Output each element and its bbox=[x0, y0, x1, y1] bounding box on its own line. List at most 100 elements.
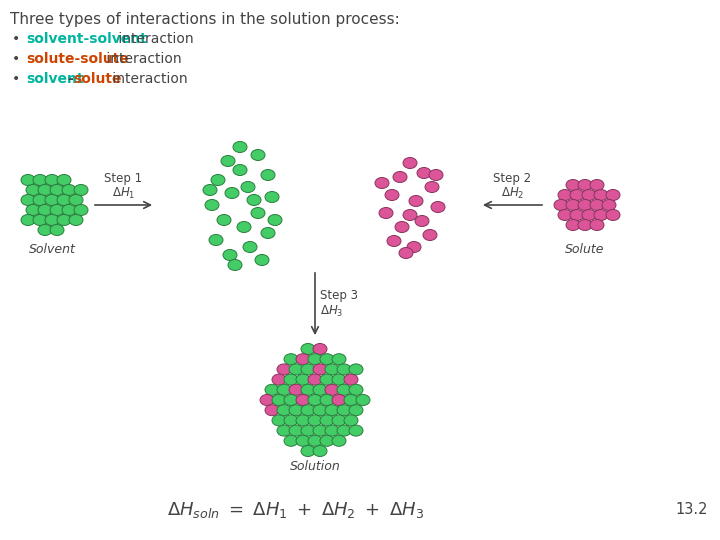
Ellipse shape bbox=[566, 199, 580, 211]
Ellipse shape bbox=[558, 210, 572, 220]
Ellipse shape bbox=[211, 174, 225, 186]
Text: solvent: solvent bbox=[26, 72, 84, 86]
Ellipse shape bbox=[57, 214, 71, 226]
Ellipse shape bbox=[387, 235, 401, 246]
Ellipse shape bbox=[349, 425, 363, 436]
Ellipse shape bbox=[301, 425, 315, 436]
Ellipse shape bbox=[45, 214, 59, 226]
Text: interaction: interaction bbox=[102, 52, 181, 66]
Ellipse shape bbox=[407, 241, 421, 253]
Ellipse shape bbox=[590, 219, 604, 231]
Ellipse shape bbox=[385, 190, 399, 200]
Ellipse shape bbox=[38, 185, 52, 195]
Ellipse shape bbox=[261, 227, 275, 239]
Ellipse shape bbox=[38, 205, 52, 215]
Ellipse shape bbox=[268, 214, 282, 226]
Ellipse shape bbox=[325, 364, 339, 375]
Text: solute-solute: solute-solute bbox=[26, 52, 129, 66]
Ellipse shape bbox=[277, 425, 291, 436]
Ellipse shape bbox=[272, 395, 286, 406]
Ellipse shape bbox=[582, 210, 596, 220]
Ellipse shape bbox=[325, 425, 339, 436]
Ellipse shape bbox=[62, 185, 76, 195]
Ellipse shape bbox=[241, 181, 255, 192]
Ellipse shape bbox=[289, 404, 303, 416]
Ellipse shape bbox=[289, 384, 303, 395]
Ellipse shape bbox=[33, 194, 47, 206]
Ellipse shape bbox=[57, 174, 71, 186]
Ellipse shape bbox=[74, 185, 88, 195]
Ellipse shape bbox=[265, 404, 279, 416]
Ellipse shape bbox=[332, 415, 346, 426]
Ellipse shape bbox=[417, 167, 431, 179]
Ellipse shape bbox=[223, 249, 237, 260]
Text: interaction: interaction bbox=[114, 32, 194, 46]
Ellipse shape bbox=[349, 404, 363, 416]
Ellipse shape bbox=[356, 395, 370, 406]
Ellipse shape bbox=[337, 364, 351, 375]
Ellipse shape bbox=[247, 194, 261, 206]
Ellipse shape bbox=[308, 415, 322, 426]
Ellipse shape bbox=[313, 425, 327, 436]
Ellipse shape bbox=[272, 374, 286, 385]
Ellipse shape bbox=[289, 425, 303, 436]
Ellipse shape bbox=[261, 170, 275, 180]
Ellipse shape bbox=[582, 190, 596, 200]
Ellipse shape bbox=[277, 404, 291, 416]
Ellipse shape bbox=[313, 364, 327, 375]
Ellipse shape bbox=[594, 190, 608, 200]
Ellipse shape bbox=[301, 446, 315, 456]
Ellipse shape bbox=[284, 435, 298, 446]
Ellipse shape bbox=[45, 194, 59, 206]
Ellipse shape bbox=[251, 150, 265, 160]
Ellipse shape bbox=[265, 384, 279, 395]
Ellipse shape bbox=[325, 404, 339, 416]
Ellipse shape bbox=[284, 395, 298, 406]
Ellipse shape bbox=[578, 179, 592, 191]
Ellipse shape bbox=[251, 207, 265, 219]
Text: -: - bbox=[67, 72, 73, 86]
Ellipse shape bbox=[590, 179, 604, 191]
Ellipse shape bbox=[221, 156, 235, 166]
Ellipse shape bbox=[57, 194, 71, 206]
Ellipse shape bbox=[301, 404, 315, 416]
Ellipse shape bbox=[570, 210, 584, 220]
Ellipse shape bbox=[320, 435, 334, 446]
Ellipse shape bbox=[308, 435, 322, 446]
Ellipse shape bbox=[320, 415, 334, 426]
Ellipse shape bbox=[558, 190, 572, 200]
Text: 13.2: 13.2 bbox=[675, 503, 708, 517]
Text: Three types of interactions in the solution process:: Three types of interactions in the solut… bbox=[10, 12, 400, 27]
Ellipse shape bbox=[566, 179, 580, 191]
Text: Solute: Solute bbox=[565, 243, 605, 256]
Ellipse shape bbox=[233, 165, 247, 176]
Ellipse shape bbox=[265, 192, 279, 202]
Ellipse shape bbox=[566, 219, 580, 231]
Ellipse shape bbox=[594, 210, 608, 220]
Ellipse shape bbox=[332, 435, 346, 446]
Ellipse shape bbox=[69, 194, 83, 206]
Ellipse shape bbox=[337, 384, 351, 395]
Text: Step 3: Step 3 bbox=[320, 288, 358, 301]
Text: •: • bbox=[12, 32, 20, 46]
Ellipse shape bbox=[332, 395, 346, 406]
Ellipse shape bbox=[325, 384, 339, 395]
Ellipse shape bbox=[423, 230, 437, 240]
Ellipse shape bbox=[602, 199, 616, 211]
Ellipse shape bbox=[415, 215, 429, 226]
Ellipse shape bbox=[337, 425, 351, 436]
Ellipse shape bbox=[344, 395, 358, 406]
Ellipse shape bbox=[393, 172, 407, 183]
Ellipse shape bbox=[50, 205, 64, 215]
Ellipse shape bbox=[344, 415, 358, 426]
Ellipse shape bbox=[349, 364, 363, 375]
Ellipse shape bbox=[313, 446, 327, 456]
Ellipse shape bbox=[301, 364, 315, 375]
Ellipse shape bbox=[308, 354, 322, 364]
Ellipse shape bbox=[289, 364, 303, 375]
Ellipse shape bbox=[570, 190, 584, 200]
Ellipse shape bbox=[332, 354, 346, 364]
Ellipse shape bbox=[296, 395, 310, 406]
Ellipse shape bbox=[237, 221, 251, 233]
Ellipse shape bbox=[301, 384, 315, 395]
